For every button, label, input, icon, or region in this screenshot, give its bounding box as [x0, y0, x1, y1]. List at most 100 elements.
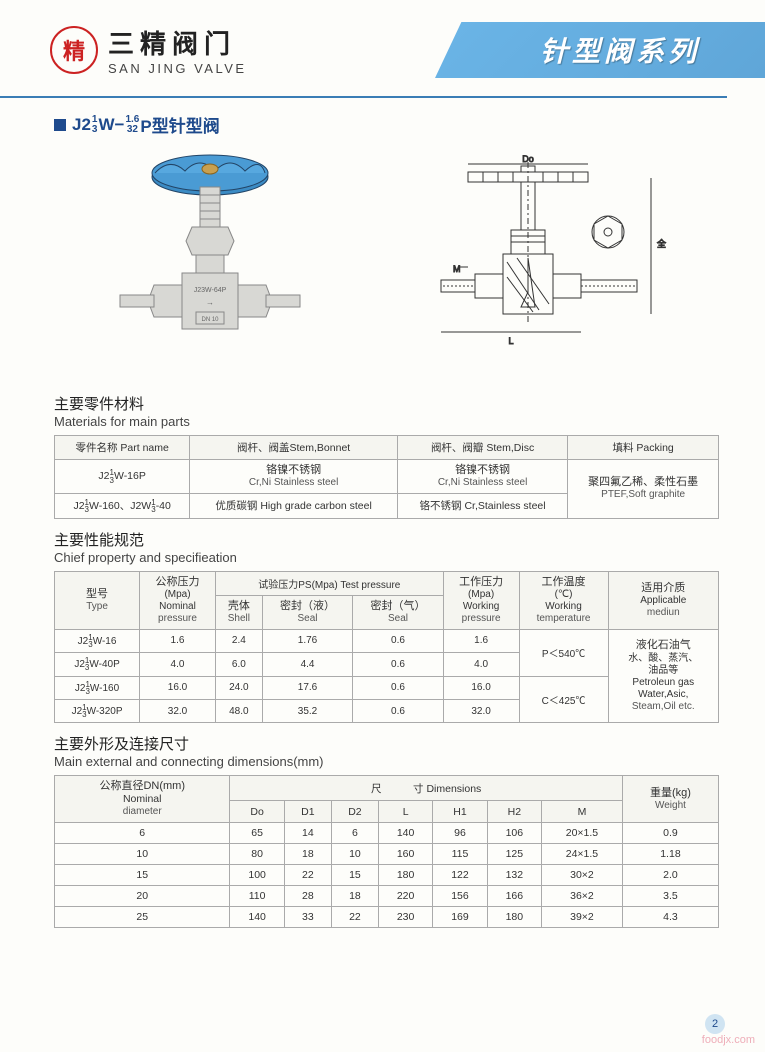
t2-med-cell: 液化石油气水、酸、蒸汽、油品等 Petroleun gasWater,Asic,…: [608, 629, 718, 723]
pt-suffix: P型针型阀: [140, 112, 219, 137]
t2r0c4: 0.6: [353, 629, 443, 652]
pt-sup2: 1.6: [125, 115, 139, 125]
t2-med: 适用介质Applicablemediun: [608, 571, 718, 629]
t3r3v3: 220: [378, 886, 432, 907]
t3r1v2: 10: [331, 844, 378, 865]
t2r1c5: 4.0: [443, 653, 519, 676]
pt-mid: W: [98, 115, 114, 135]
t1-h3: 填料 Packing: [568, 436, 719, 460]
t2r1c3: 4.4: [262, 653, 352, 676]
t2r3c0: J213W-320P: [55, 699, 140, 722]
t3r4v3: 230: [378, 907, 432, 928]
t3r1v3: 160: [378, 844, 432, 865]
t3-c5: H2: [487, 801, 541, 823]
t3-wt: 重量(kg)Weight: [622, 776, 718, 823]
t2r0c0: J213W-16: [55, 629, 140, 652]
t3r0v2: 6: [331, 823, 378, 844]
pt-frac2: 1.6 32: [125, 115, 139, 135]
t3r1v0: 80: [230, 844, 284, 865]
t3r1v5: 125: [487, 844, 541, 865]
sec1-en: Materials for main parts: [54, 414, 719, 429]
t3-c3: L: [378, 801, 432, 823]
t2-nom: 公称压力(Mpa)Nominalpressure: [140, 571, 216, 629]
t3r4v4: 169: [433, 907, 487, 928]
t2-shell: 壳体Shell: [215, 595, 262, 629]
t3r4dn: 25: [55, 907, 230, 928]
t3r0dn: 6: [55, 823, 230, 844]
t3r4v1: 33: [284, 907, 331, 928]
page-number: 2: [705, 1014, 725, 1034]
t3-dim: 尺 寸 Dimensions: [230, 776, 622, 801]
t3r0v3: 140: [378, 823, 432, 844]
t3r2dn: 15: [55, 865, 230, 886]
t3r2v1: 22: [284, 865, 331, 886]
body-label1: J23W-64P: [194, 287, 227, 294]
t2r2c4: 0.6: [353, 676, 443, 699]
svg-text:→: →: [206, 298, 214, 307]
t3r3v0: 110: [230, 886, 284, 907]
pt-prefix: J2: [72, 115, 91, 135]
t2-test: 试验压力PS(Mpa) Test pressure: [215, 571, 443, 595]
sec3-en: Main external and connecting dimensions(…: [54, 754, 719, 769]
t2r1c4: 0.6: [353, 653, 443, 676]
company-name-en: SAN JING VALVE: [108, 61, 247, 76]
t3r2v4: 122: [433, 865, 487, 886]
t2-temp2: C＜425℃: [519, 676, 608, 723]
t3r1v6: 24×1.5: [542, 844, 623, 865]
t3-c0: Do: [230, 801, 284, 823]
t3r1w: 1.18: [622, 844, 718, 865]
t2r1c2: 6.0: [215, 653, 262, 676]
t3r3dn: 20: [55, 886, 230, 907]
t3r2v6: 30×2: [542, 865, 623, 886]
t2-seal2: 密封（气）Seal: [353, 595, 443, 629]
t2r3c1: 32.0: [140, 699, 216, 722]
content: J2 1 3 W − 1.6 32 P型针型阀: [0, 98, 765, 948]
t2r3c2: 48.0: [215, 699, 262, 722]
image-row: J23W-64P → DN 10 Do: [54, 147, 719, 377]
page: 精 三精阀门 SAN JING VALVE 针型阀系列 J2 1 3 W −: [0, 0, 765, 1052]
t2r1c0: J213W-40P: [55, 653, 140, 676]
sec2-cn: 主要性能规范: [54, 529, 719, 550]
pt-sup1: 1: [92, 115, 98, 125]
t3r3v5: 166: [487, 886, 541, 907]
logo-text: 三精阀门 SAN JING VALVE: [108, 24, 247, 76]
materials-table: 零件名称 Part name 阀杆、阀盖Stem,Bonnet 阀杆、阀瓣 St…: [54, 435, 719, 519]
t2r0c3: 1.76: [262, 629, 352, 652]
t3r3v2: 18: [331, 886, 378, 907]
product-model: J2 1 3 W − 1.6 32 P型针型阀: [72, 112, 220, 137]
header: 精 三精阀门 SAN JING VALVE 针型阀系列: [0, 0, 765, 96]
t1-h2: 阀杆、阀瓣 Stem,Disc: [397, 436, 567, 460]
t3r1dn: 10: [55, 844, 230, 865]
t3-c1: D1: [284, 801, 331, 823]
series-title: 针型阀系列: [540, 30, 700, 70]
valve-photo: J23W-64P → DN 10: [100, 147, 320, 377]
t2r2c3: 17.6: [262, 676, 352, 699]
t3r2v2: 15: [331, 865, 378, 886]
t2r3c5: 32.0: [443, 699, 519, 722]
pt-dash: −: [115, 115, 125, 135]
t1-h0: 零件名称 Part name: [55, 436, 190, 460]
dim-m: M: [453, 264, 461, 274]
dimensions-table: 公称直径DN(mm)Nominaldiameter 尺 寸 Dimensions…: [54, 775, 719, 928]
pt-sub2: 32: [125, 125, 139, 135]
t1-r1c3: 聚四氟乙稀、柔性石墨PTEF,Soft graphite: [568, 460, 719, 519]
t3r3v1: 28: [284, 886, 331, 907]
t1-r1c2: 铬镍不锈钢Cr,Ni Stainless steel: [397, 460, 567, 494]
t2r0c5: 1.6: [443, 629, 519, 652]
pt-frac1: 1 3: [92, 115, 98, 135]
product-title: J2 1 3 W − 1.6 32 P型针型阀: [54, 112, 719, 137]
t3r4v5: 180: [487, 907, 541, 928]
t3r3v4: 156: [433, 886, 487, 907]
sec1-cn: 主要零件材料: [54, 393, 719, 414]
t1-h1: 阀杆、阀盖Stem,Bonnet: [190, 436, 398, 460]
t3r2w: 2.0: [622, 865, 718, 886]
t3-c6: M: [542, 801, 623, 823]
t2-temp1: P＜540℃: [519, 629, 608, 676]
t1-r2c1: 优质碳钢 High grade carbon steel: [190, 494, 398, 518]
t3-c2: D2: [331, 801, 378, 823]
t3r4v6: 39×2: [542, 907, 623, 928]
t3r0v4: 96: [433, 823, 487, 844]
t2r2c2: 24.0: [215, 676, 262, 699]
t2-seal1: 密封（液）Seal: [262, 595, 352, 629]
watermark: foodjx.com: [702, 1034, 755, 1046]
